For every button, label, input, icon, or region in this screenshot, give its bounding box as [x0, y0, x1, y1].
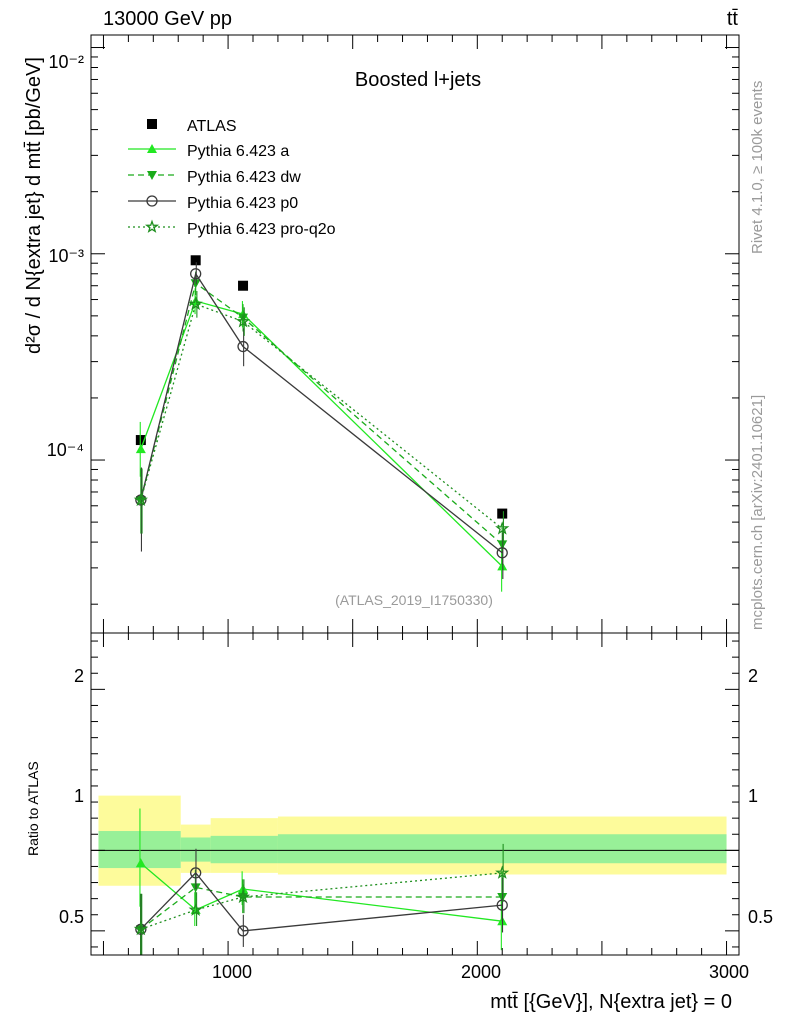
ratio-ytick-05-right: 0.5: [748, 907, 773, 927]
series-line: [140, 300, 503, 567]
ratio-line: [140, 871, 503, 932]
data-point: [235, 314, 251, 328]
data-point: [135, 444, 146, 454]
legend-marker-pythia-6-423-dw: [128, 171, 176, 180]
ratio-plot-area: [91, 795, 739, 955]
xtick-2000: 2000: [461, 962, 501, 982]
main-ylabel: d²σ / d N{extra jet} d mtt̄ [pb/GeV]: [23, 57, 45, 354]
ratio-point: [133, 921, 148, 936]
energy-label: 13000 GeV pp: [103, 8, 232, 30]
ratio-point: [237, 925, 249, 937]
ratio-ylabel: Ratio to ATLAS: [25, 761, 41, 856]
ratio-line: [140, 886, 503, 930]
ratio-point: [188, 902, 203, 916]
data-point: [497, 540, 508, 550]
data-point: [238, 280, 249, 291]
legend-symbol: [147, 171, 157, 180]
data-point: [497, 561, 508, 571]
series-pythia-6-423-a: [135, 288, 508, 592]
legend-symbol: [147, 144, 157, 153]
ratio-ytick-1-right: 1: [748, 786, 758, 806]
data-point: [135, 435, 146, 446]
ratio-ytick-2-left: 2: [74, 666, 84, 686]
xtick-1000: 1000: [212, 962, 252, 982]
ratio-frame: [90, 632, 740, 956]
uncertainty-bands: [98, 795, 727, 886]
legend-symbol: [147, 119, 157, 129]
ratio-ytick-05-left: 0.5: [59, 907, 84, 927]
legend-markers: [128, 119, 176, 233]
legend-symbol: [144, 219, 160, 233]
legend-symbol: [146, 195, 158, 207]
data-point: [190, 255, 201, 266]
series-pythia-6-423-p0: [135, 262, 508, 579]
data-point: [237, 340, 249, 353]
ratio-panel: 2 1 0.5 2 1 0.5 Ratio to ATLAS 1000 2000…: [25, 632, 773, 1013]
data-point: [497, 508, 508, 519]
legend-marker-pythia-6-423-a: [128, 144, 176, 153]
ratio-series-pythia-6-423-dw: [135, 869, 508, 955]
main-chart-title: Boosted l+jets: [355, 69, 481, 91]
data-point: [188, 296, 203, 311]
xtick-3000: 3000: [709, 962, 749, 982]
data-point: [496, 547, 508, 559]
series-pythia-6-423-pro-q2o: [133, 290, 510, 548]
data-point: [190, 268, 202, 280]
data-point: [238, 313, 249, 323]
main-axis-ticks: [91, 35, 739, 633]
legend-entry-pythia-p0: Pythia 6.423 p0: [187, 195, 298, 212]
series-pythia-6-423-dw: [135, 271, 508, 565]
legend-entry-pythia-a: Pythia 6.423 a: [187, 143, 289, 160]
ratio-line: [140, 862, 503, 922]
process-label: tt̄: [727, 8, 739, 30]
ratio-point: [135, 858, 146, 868]
legend-marker-atlas: [147, 119, 157, 129]
ratio-ytick-2-right: 2: [748, 666, 758, 686]
main-plot-area: [133, 255, 510, 592]
data-point: [495, 521, 510, 535]
main-ytick-1e-2: 10⁻²: [48, 52, 84, 72]
series-line: [140, 303, 503, 530]
inner-band: [277, 834, 727, 864]
ratio-ytick-1-left: 1: [74, 786, 84, 806]
x-axis-label: mtt̄ [{GeV}], N{extra jet} = 0: [490, 991, 732, 1013]
legend: ATLAS Pythia 6.423 a Pythia 6.423 dw Pyt…: [128, 118, 336, 238]
series-line: [140, 272, 503, 554]
rivet-label: Rivet 4.1.0, ≥ 100k events: [749, 81, 766, 254]
ratio-point: [235, 889, 251, 904]
legend-entry-atlas: ATLAS: [187, 118, 237, 135]
inner-band: [210, 835, 278, 864]
legend-marker-pythia-6-423-pro-q2o: [128, 219, 176, 233]
ratio-point: [495, 865, 510, 879]
ratio-axis-ticks: [91, 633, 739, 955]
main-panel: Boosted l+jets (ATLAS_2019_I1750330) 10⁻…: [23, 34, 740, 634]
main-ytick-1e-4: 10⁻⁴: [47, 440, 84, 460]
ratio-point: [496, 899, 508, 911]
analysis-annotation: (ATLAS_2019_I1750330): [335, 592, 493, 608]
data-point: [133, 492, 148, 507]
legend-entry-pythia-pro-q2o: Pythia 6.423 pro-q2o: [187, 221, 336, 238]
series-line: [140, 282, 503, 545]
mcplots-label: mcplots.cern.ch [arXiv:2401.10621]: [749, 395, 766, 630]
legend-marker-pythia-6-423-p0: [128, 195, 176, 207]
legend-entry-pythia-dw: Pythia 6.423 dw: [187, 169, 301, 186]
ratio-point: [190, 867, 202, 879]
series-atlas: [135, 255, 508, 519]
main-ytick-1e-3: 10⁻³: [48, 246, 84, 266]
ratio-series-pythia-6-423-pro-q2o: [133, 843, 510, 955]
